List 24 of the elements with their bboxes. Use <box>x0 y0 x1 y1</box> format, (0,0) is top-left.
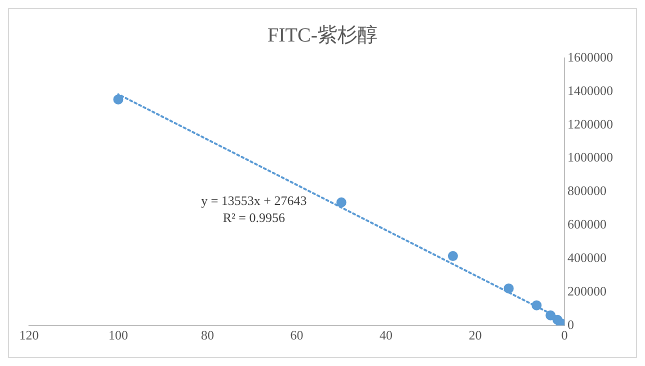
y-tick-label: 1000000 <box>568 150 613 165</box>
point <box>546 310 556 320</box>
point <box>448 251 458 262</box>
point <box>336 197 346 208</box>
point <box>504 283 514 294</box>
x-tick-label: 80 <box>201 328 214 343</box>
point <box>532 300 542 310</box>
y-tick-label: 200000 <box>568 283 606 298</box>
x-tick-label: 100 <box>108 328 128 343</box>
x-tick-label: 120 <box>19 328 39 343</box>
annotation: R² = 0.9956 <box>222 210 286 226</box>
y-tick-label: 800000 <box>568 183 606 198</box>
x-tick-label: 60 <box>290 328 304 343</box>
y-tick-label: 400000 <box>568 250 606 265</box>
y-tick-label: 1600000 <box>568 49 613 64</box>
x-tick-label: 20 <box>468 328 482 343</box>
y-tick-label: 600000 <box>568 216 606 232</box>
chart-title: FITC-紫杉醇 <box>268 24 378 46</box>
point <box>113 94 124 104</box>
x-tick-label: 40 <box>380 328 392 343</box>
annotation: y = 13553x + 27643 <box>201 193 307 208</box>
y-tick-label: 1200000 <box>568 116 613 132</box>
y-tick-label: 0 <box>568 316 574 332</box>
y-tick-label: 1400000 <box>568 82 613 98</box>
